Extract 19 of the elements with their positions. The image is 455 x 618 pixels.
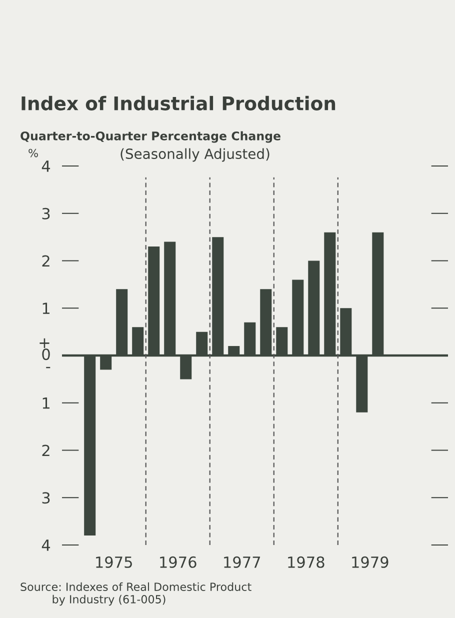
source-note: Source: Indexes of Real Domestic Product by Industry (61-005) — [20, 582, 252, 606]
y-tick-label: 1 — [42, 398, 50, 409]
y-tick-label: 3 — [42, 492, 50, 504]
y-axis-title: % — [28, 148, 38, 158]
y-tick-label: 3 — [42, 208, 50, 220]
y-tick-label: 2 — [42, 444, 50, 456]
y-tick-label: 4 — [42, 160, 50, 172]
text: (Seasonally Adjusted) — [120, 148, 270, 162]
chart-title: Index of Industrial Production — [22, 96, 336, 110]
y-tick-label: + 0 - — [40, 338, 50, 368]
x-tick-label: 1975 — [96, 556, 132, 568]
x-tick-label: 1979 — [352, 556, 388, 568]
x-tick-label: 1977 — [224, 556, 260, 568]
chart-subtitle: Quarter-to-Quarter Percentage Change — [20, 131, 280, 143]
y-tick-label: 4 — [42, 540, 50, 551]
y-tick-label: 2 — [42, 255, 50, 267]
x-tick-label: 1978 — [288, 556, 324, 568]
y-tick-label: 1 — [42, 302, 50, 314]
x-tick-label: 1976 — [160, 556, 196, 568]
